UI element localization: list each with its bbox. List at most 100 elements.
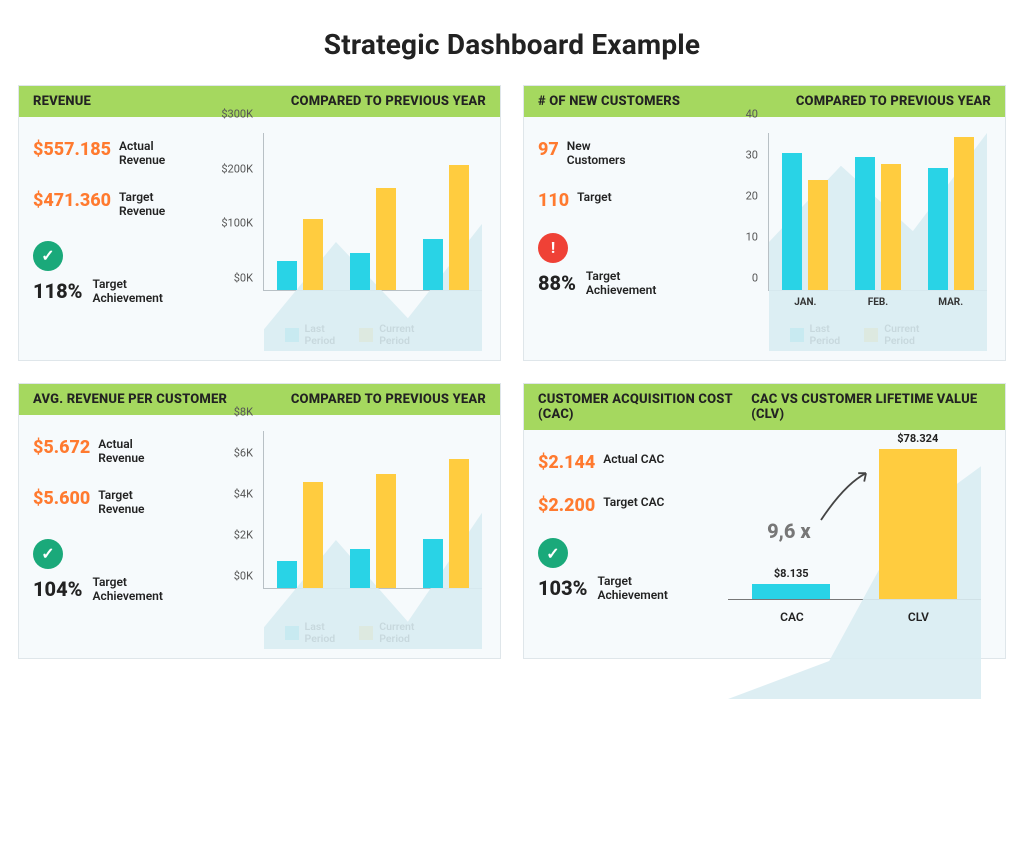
revenue-actual-label: ActualRevenue xyxy=(119,139,165,168)
legend-swatch xyxy=(359,328,373,342)
arpc-ach-pct: 104% xyxy=(33,577,82,601)
bar-current xyxy=(808,180,828,290)
legend-swatch xyxy=(359,626,373,640)
bar-last xyxy=(423,239,443,290)
legend-current: CurrentPeriod xyxy=(864,323,919,346)
arpc-legend: LastPeriodCurrentPeriod xyxy=(213,621,486,644)
customers-actual-label: NewCustomers xyxy=(567,139,626,168)
cac-target-value: $2.200 xyxy=(538,495,595,516)
revenue-status-badge: ✓ xyxy=(33,241,63,271)
y-tick: $0K xyxy=(234,570,253,583)
legend-swatch xyxy=(790,328,804,342)
check-icon: ✓ xyxy=(41,544,54,563)
y-tick: 30 xyxy=(746,149,758,162)
bar-last xyxy=(928,168,948,290)
bar-group xyxy=(264,133,337,290)
cac-chart: $8.135$78.324CACCLV9,6 x xyxy=(718,440,991,630)
arpc-stats: $5.672 ActualRevenue $5.600 TargetRevenu… xyxy=(33,425,203,644)
bar-current xyxy=(376,474,396,588)
bar-current xyxy=(954,137,974,290)
legend-swatch xyxy=(864,328,878,342)
x-label: FEB. xyxy=(842,297,915,308)
revenue-ach-pct: 118% xyxy=(33,279,82,303)
card-arpc-subtitle: COMPARED TO PREVIOUS YEAR xyxy=(291,392,486,407)
legend-label: LastPeriod xyxy=(810,323,841,346)
bar-last xyxy=(423,539,443,588)
customers-target-value: 110 xyxy=(538,190,569,211)
cac-status-badge: ✓ xyxy=(538,538,568,568)
bar-last xyxy=(350,549,370,588)
y-tick: $300K xyxy=(221,108,253,121)
check-icon: ✓ xyxy=(41,246,54,265)
arpc-status-badge: ✓ xyxy=(33,539,63,569)
y-tick: $8K xyxy=(234,406,253,419)
legend-swatch xyxy=(285,626,299,640)
bar-group xyxy=(409,133,482,290)
y-tick: 20 xyxy=(746,190,758,203)
legend-last: LastPeriod xyxy=(285,323,336,346)
page-title: Strategic Dashboard Example xyxy=(18,28,1006,61)
legend-last: LastPeriod xyxy=(285,621,336,644)
bar-last xyxy=(277,561,297,588)
legend-label: CurrentPeriod xyxy=(379,323,414,346)
customers-target-label: Target xyxy=(577,190,612,204)
revenue-actual-value: $557.185 xyxy=(33,139,111,160)
single-x-label: CAC xyxy=(780,610,804,624)
arpc-target-value: $5.600 xyxy=(33,488,90,509)
cac-actual-value: $2.144 xyxy=(538,452,595,473)
bar-group xyxy=(409,431,482,588)
y-tick: $100K xyxy=(221,217,253,230)
cac-target-label: Target CAC xyxy=(603,495,664,509)
single-bar xyxy=(752,584,830,600)
customers-actual-value: 97 xyxy=(538,139,559,160)
bar-last xyxy=(350,253,370,290)
bar-current xyxy=(303,219,323,290)
cac-actual-label: Actual CAC xyxy=(603,452,664,466)
card-arpc-header: AVG. REVENUE PER CUSTOMER COMPARED TO PR… xyxy=(19,384,500,415)
bar-group: FEB. xyxy=(842,133,915,290)
bar-group: MAR. xyxy=(914,133,987,290)
bar-current xyxy=(303,482,323,588)
arpc-target-label: TargetRevenue xyxy=(98,488,144,517)
alert-icon: ! xyxy=(551,238,555,257)
bar-current xyxy=(449,459,469,589)
y-tick: $6K xyxy=(234,447,253,460)
customers-legend: LastPeriod CurrentPeriod xyxy=(718,323,991,346)
card-customers-header: # OF NEW CUSTOMERS COMPARED TO PREVIOUS … xyxy=(524,86,1005,117)
bar-last xyxy=(855,157,875,290)
cac-ach-label: TargetAchievement xyxy=(597,574,667,603)
revenue-legend: LastPeriod CurrentPeriod xyxy=(213,323,486,346)
cac-ach-pct: 103% xyxy=(538,576,587,600)
card-cac-subtitle: CAC VS CUSTOMER LIFETIME VALUE (CLV) xyxy=(751,392,991,422)
check-icon: ✓ xyxy=(546,544,559,563)
bar-current xyxy=(449,165,469,290)
card-cac: CUSTOMER ACQUISITION COST (CAC) CAC VS C… xyxy=(523,383,1006,659)
card-grid: REVENUE COMPARED TO PREVIOUS YEAR $557.1… xyxy=(18,85,1006,659)
bar-group xyxy=(264,431,337,588)
x-label: MAR. xyxy=(914,297,987,308)
card-revenue-header: REVENUE COMPARED TO PREVIOUS YEAR xyxy=(19,86,500,117)
revenue-chart: $0K$100K$200K$300K xyxy=(213,127,486,317)
single-bar xyxy=(879,449,957,599)
y-tick: 10 xyxy=(746,231,758,244)
cac-stats: $2.144 Actual CAC $2.200 Target CAC ✓ 10… xyxy=(538,440,708,630)
card-arpc: AVG. REVENUE PER CUSTOMER COMPARED TO PR… xyxy=(18,383,501,659)
card-cac-header: CUSTOMER ACQUISITION COST (CAC) CAC VS C… xyxy=(524,384,1005,430)
arpc-ach-label: TargetAchievement xyxy=(92,575,162,604)
y-tick: $0K xyxy=(234,272,253,285)
card-customers-subtitle: COMPARED TO PREVIOUS YEAR xyxy=(796,94,991,109)
customers-ach-pct: 88% xyxy=(538,271,576,295)
y-tick: $2K xyxy=(234,529,253,542)
bar-current xyxy=(376,188,396,290)
arpc-actual-label: ActualRevenue xyxy=(98,437,144,466)
legend-swatch xyxy=(285,328,299,342)
y-tick: $200K xyxy=(221,162,253,175)
legend-label: LastPeriod xyxy=(305,323,336,346)
card-customers-title: # OF NEW CUSTOMERS xyxy=(538,94,680,109)
customers-stats: 97 NewCustomers 110 Target ! 88% Target xyxy=(538,127,708,346)
legend-label: LastPeriod xyxy=(305,621,336,644)
bar-group xyxy=(337,133,410,290)
card-cac-title: CUSTOMER ACQUISITION COST (CAC) xyxy=(538,392,751,422)
legend-label: CurrentPeriod xyxy=(884,323,919,346)
customers-chart: 010203040JAN.FEB.MAR. xyxy=(718,127,991,317)
